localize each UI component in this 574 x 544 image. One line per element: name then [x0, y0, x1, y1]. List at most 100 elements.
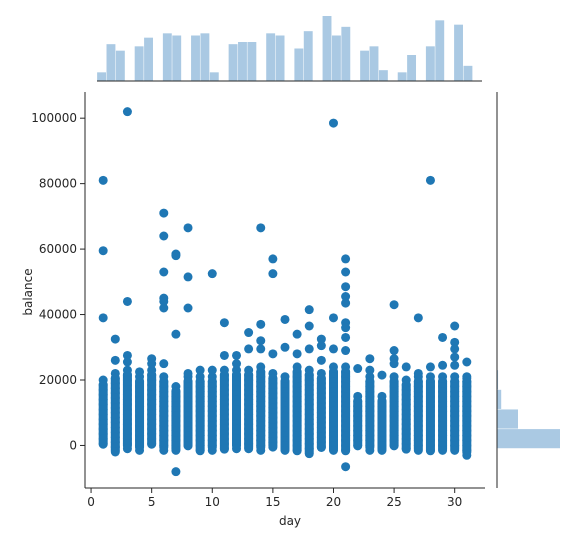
- scatter-point: [341, 292, 351, 302]
- scatter-point: [462, 357, 472, 367]
- scatter-point: [159, 445, 169, 455]
- scatter-point: [292, 349, 302, 359]
- marginal-x-bar: [369, 46, 379, 81]
- y-tick-label: 60000: [39, 242, 77, 256]
- scatter-point: [328, 344, 338, 354]
- scatter-point: [244, 344, 254, 354]
- scatter-point: [316, 334, 326, 344]
- x-tick-label: 20: [326, 495, 341, 509]
- scatter-point: [438, 360, 448, 370]
- x-tick-label: 30: [447, 495, 462, 509]
- scatter-point: [135, 367, 145, 377]
- marginal-x-bar: [266, 33, 276, 81]
- marginal-y-bar: [497, 409, 518, 429]
- scatter-point: [377, 445, 387, 455]
- scatter-point: [183, 272, 193, 282]
- scatter-point: [110, 355, 120, 365]
- y-tick-label: 40000: [39, 308, 77, 322]
- scatter-point: [244, 444, 254, 454]
- scatter-point: [195, 445, 205, 455]
- marginal-x-bar: [322, 16, 332, 81]
- scatter-point: [256, 344, 266, 354]
- scatter-point: [304, 344, 314, 354]
- marginal-x-bar: [172, 35, 182, 81]
- y-tick-label: 0: [69, 438, 77, 452]
- scatter-point: [341, 346, 351, 356]
- scatter-point: [292, 329, 302, 339]
- scatter-point: [389, 300, 399, 310]
- scatter-point: [219, 318, 229, 328]
- scatter-point: [462, 373, 472, 383]
- scatter-point: [147, 439, 157, 449]
- scatter-point: [413, 368, 423, 378]
- scatter-point: [328, 118, 338, 128]
- y-axis-label: balance: [21, 268, 35, 315]
- scatter-point: [159, 359, 169, 369]
- marginal-x-bar: [144, 37, 153, 81]
- scatter-point: [171, 251, 181, 261]
- marginal-x-bar: [247, 42, 257, 81]
- marginal-x-bar: [360, 50, 370, 81]
- scatter-point: [183, 223, 193, 233]
- y-tick-label: 100000: [31, 111, 77, 125]
- y-tick-label: 20000: [39, 373, 77, 387]
- scatter-point: [425, 175, 435, 185]
- scatter-point: [159, 303, 169, 313]
- scatter-point: [280, 445, 290, 455]
- scatter-point: [122, 357, 132, 367]
- marginal-x-bar: [378, 70, 388, 81]
- scatter-point: [341, 267, 351, 277]
- x-axis-label: day: [279, 514, 301, 528]
- scatter-point: [232, 359, 242, 369]
- scatter-point: [98, 439, 108, 449]
- scatter-point: [207, 269, 217, 279]
- x-tick-label: 10: [205, 495, 220, 509]
- marginal-x-bar: [303, 31, 313, 82]
- marginal-y-bar: [497, 429, 560, 449]
- scatter-point: [244, 328, 254, 338]
- scatter-point: [304, 305, 314, 315]
- scatter-point: [413, 445, 423, 455]
- scatter-point: [159, 231, 169, 241]
- scatter-point: [159, 208, 169, 218]
- marginal-x-bar: [228, 44, 238, 81]
- scatter-point: [438, 332, 448, 342]
- marginal-x-bar: [97, 72, 107, 81]
- scatter-point: [110, 334, 120, 344]
- scatter-point: [232, 444, 242, 454]
- dense-band-layer: [98, 362, 472, 460]
- marginal-x-bar: [341, 26, 351, 81]
- scatter-point: [256, 319, 266, 329]
- scatter-point: [438, 445, 448, 455]
- marginal-x-bar: [425, 46, 435, 81]
- scatter-point: [98, 175, 108, 185]
- scatter-point: [425, 362, 435, 372]
- scatter-point: [280, 342, 290, 352]
- scatter-point: [122, 350, 132, 360]
- marginal-y-bar: [497, 370, 499, 390]
- scatter-point: [401, 444, 411, 454]
- marginal-x-bar: [294, 48, 304, 81]
- marginal-x-bar: [407, 55, 417, 81]
- scatter-point: [316, 341, 326, 351]
- scatter-point: [450, 360, 460, 370]
- scatter-point: [341, 282, 351, 292]
- scatter-point: [98, 313, 108, 323]
- scatter-point: [159, 267, 169, 277]
- x-axis-ticks: 0 5 10 15 20 25 30: [87, 488, 462, 509]
- marginal-x-bar: [106, 44, 116, 81]
- x-tick-label: 25: [386, 495, 401, 509]
- scatter-point: [365, 445, 375, 455]
- marginal-x-bar: [209, 72, 219, 81]
- scatter-point: [122, 444, 132, 454]
- scatter-point: [389, 359, 399, 369]
- scatter-point: [450, 321, 460, 331]
- scatter-point: [183, 303, 193, 313]
- scatter-point: [353, 440, 363, 450]
- scatter-point: [316, 355, 326, 365]
- scatter-point: [389, 346, 399, 356]
- x-tick-label: 15: [265, 495, 280, 509]
- x-tick-label: 0: [87, 495, 95, 509]
- scatter-point: [425, 445, 435, 455]
- scatter-point: [268, 442, 278, 452]
